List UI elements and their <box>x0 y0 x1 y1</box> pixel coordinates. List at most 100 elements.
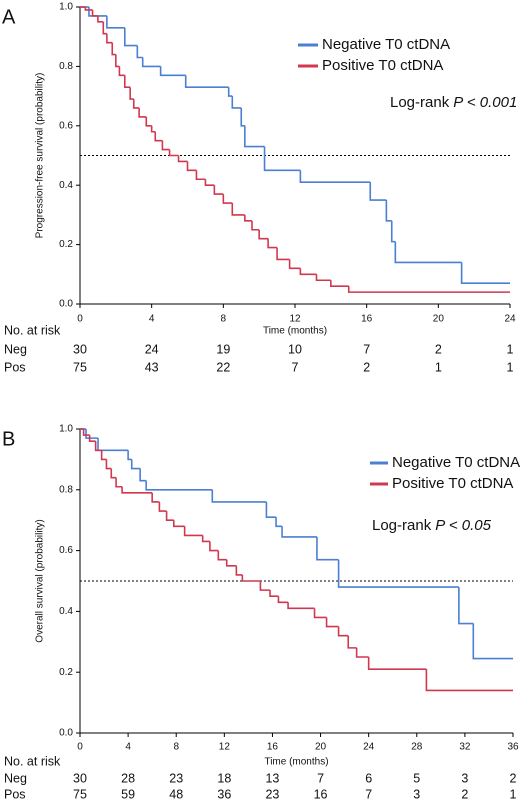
risk-count: 7 <box>365 787 372 800</box>
survival-step <box>88 435 96 442</box>
survival-step <box>244 214 252 222</box>
x-tick-label: 12 <box>289 314 301 325</box>
survival-step <box>258 229 269 240</box>
risk-count: 19 <box>216 342 230 356</box>
survival-step <box>84 7 93 11</box>
x-tick-label: 12 <box>219 742 231 753</box>
survival-step <box>138 107 147 118</box>
risk-title: No. at risk <box>4 323 61 337</box>
survival-step <box>275 517 283 528</box>
risk-count: 2 <box>363 360 370 374</box>
survival-step <box>184 75 229 88</box>
risk-count: 2 <box>510 771 517 785</box>
annotation-stat: P < 0.05 <box>435 517 491 534</box>
x-axis-label: Time (months) <box>264 757 328 768</box>
survival-step <box>130 459 141 470</box>
x-tick-label: 8 <box>173 742 179 753</box>
survival-step <box>276 247 290 261</box>
risk-count: 13 <box>265 771 279 785</box>
survival-step <box>460 262 510 285</box>
x-tick-label: 4 <box>125 742 131 753</box>
survival-step <box>259 581 271 591</box>
risk-count: 48 <box>169 787 183 800</box>
risk-count: 22 <box>216 360 230 374</box>
survival-step <box>244 125 265 148</box>
risk-count: 18 <box>217 771 231 785</box>
risk-count: 30 <box>73 771 87 785</box>
x-tick-label: 32 <box>459 742 471 753</box>
x-tick-label: 16 <box>267 742 279 753</box>
survival-step <box>251 220 260 231</box>
risk-count: 5 <box>413 771 420 785</box>
survival-step <box>129 87 134 100</box>
x-tick-label: 20 <box>433 314 445 325</box>
survival-step <box>299 170 371 184</box>
risk-count: 6 <box>365 771 372 785</box>
y-axis-label: Progression-free survival (probability) <box>35 73 46 239</box>
survival-step <box>240 107 245 127</box>
survival-step <box>111 42 116 56</box>
survival-step <box>385 200 392 222</box>
y-tick-label: 0.4 <box>59 606 73 617</box>
survival-step <box>173 520 185 528</box>
survival-step <box>82 429 90 436</box>
panel-letter: B <box>2 428 15 450</box>
risk-count: 23 <box>265 787 279 800</box>
survival-step <box>177 155 188 163</box>
survival-step <box>115 477 123 488</box>
x-tick-label: 36 <box>507 742 519 753</box>
risk-count: 1 <box>507 342 514 356</box>
survival-step <box>139 468 147 482</box>
survival-step <box>269 590 279 597</box>
survival-step <box>337 559 459 588</box>
x-tick-label: 16 <box>361 314 373 325</box>
survival-step <box>347 286 510 293</box>
survival-step <box>277 596 289 604</box>
survival-step <box>186 161 197 172</box>
risk-count: 2 <box>461 787 468 800</box>
risk-count: 3 <box>461 771 468 785</box>
panel-letter: A <box>2 6 16 28</box>
risk-count: 16 <box>314 787 328 800</box>
x-axis-label: Time (months) <box>263 326 327 337</box>
risk-count: 36 <box>217 787 231 800</box>
survival-step <box>458 587 474 625</box>
survival-step <box>204 179 215 186</box>
survival-step <box>123 75 131 88</box>
survival-step <box>425 669 513 692</box>
risk-count: 7 <box>363 342 370 356</box>
risk-count: 23 <box>169 771 183 785</box>
x-tick-label: 24 <box>504 314 516 325</box>
survival-step <box>132 99 140 109</box>
survival-step <box>265 501 277 518</box>
survival-step <box>183 526 203 537</box>
survival-step <box>231 96 242 109</box>
y-tick-label: 1.0 <box>59 424 73 435</box>
survival-step <box>121 486 153 494</box>
survival-step <box>390 220 396 243</box>
survival-step <box>313 608 327 619</box>
risk-count: 2 <box>435 342 442 356</box>
survival-step <box>141 57 161 68</box>
risk-count: 75 <box>73 787 87 800</box>
survival-step <box>127 450 132 461</box>
y-tick-label: 0.0 <box>59 299 73 310</box>
survival-step <box>355 647 369 658</box>
survival-step <box>91 9 98 17</box>
survival-step <box>281 526 317 538</box>
risk-count: 7 <box>317 771 324 785</box>
risk-row-name: Pos <box>4 787 26 800</box>
survival-step <box>347 635 357 649</box>
y-tick-label: 0.8 <box>59 61 73 72</box>
y-tick-label: 0.6 <box>59 545 73 556</box>
survival-step <box>97 15 104 23</box>
survival-step <box>150 125 156 133</box>
survival-step <box>315 274 331 282</box>
legend-label: Positive T0 ctDNA <box>322 57 443 74</box>
survival-step <box>118 66 125 77</box>
survival-step <box>225 559 237 567</box>
survival-step <box>102 21 107 35</box>
survival-step <box>201 535 210 543</box>
survival-step <box>263 146 301 172</box>
survival-step <box>394 241 462 264</box>
